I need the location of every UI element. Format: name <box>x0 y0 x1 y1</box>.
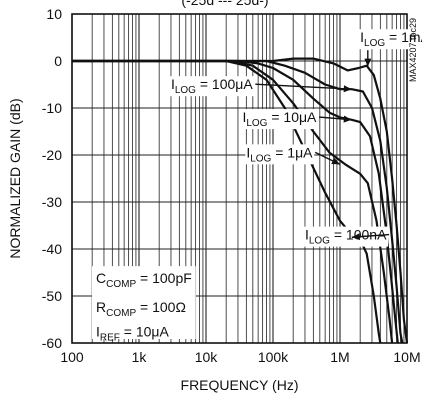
y-tick-label: -30 <box>42 194 62 210</box>
x-tick-label: 1k <box>132 349 148 365</box>
series-label: ILOG = 100μA <box>171 76 253 96</box>
series-label: ILOG = 1μA <box>246 144 313 164</box>
condition-line: CCOMP = 100pF <box>96 270 192 290</box>
y-tick-label: 10 <box>46 6 62 22</box>
label-background <box>359 29 422 50</box>
arrow-head <box>351 233 361 241</box>
x-tick-label: 100 <box>60 349 84 365</box>
x-tick-label: 10M <box>393 349 420 365</box>
label-background <box>241 109 319 130</box>
x-tick-label: 1M <box>330 349 349 365</box>
test-conditions: CCOMP = 100pF RCOMP = 100Ω IREF = 10μA <box>92 266 196 344</box>
arrow-head <box>364 58 372 67</box>
arrow-head <box>343 115 352 123</box>
series-label: ILOG = 1mA <box>360 29 422 49</box>
condition-line: RCOMP = 100Ω <box>96 299 186 319</box>
series-label: ILOG = 10μA <box>242 109 317 129</box>
series-line <box>72 57 409 344</box>
y-tick-label: -40 <box>42 241 62 257</box>
y-tick-label: -50 <box>42 288 62 304</box>
series-line <box>72 59 382 344</box>
arrow-head <box>343 85 352 93</box>
chart-title-fragment: (-25d --- 25d-) <box>181 0 268 8</box>
y-axis-label: NORMALIZED GAIN (dB) <box>7 98 23 258</box>
x-tick-label: 10k <box>195 349 219 365</box>
series-line <box>72 59 394 344</box>
x-tick-label: 100k <box>258 349 289 365</box>
y-tick-label: -60 <box>42 335 62 351</box>
annotations: ILOG = 1mA ILOG = 100μA ILOG = 10μA ILOG = … <box>169 29 422 247</box>
y-tick-label: 0 <box>54 53 62 69</box>
condition-line: IREF = 10μA <box>96 324 169 344</box>
conditions-background <box>92 266 196 339</box>
label-arrow <box>255 83 352 90</box>
y-tick-label: -20 <box>42 147 62 163</box>
y-tick-label: -10 <box>42 100 62 116</box>
series-line <box>72 59 404 344</box>
part-code-label: MAX4207 toc29 <box>408 18 418 82</box>
label-background <box>245 144 315 165</box>
label-background <box>303 226 389 247</box>
arrow-head <box>331 157 340 165</box>
label-background <box>169 76 255 97</box>
plot-frame <box>71 13 408 344</box>
x-axis-label: FREQUENCY (Hz) <box>181 377 299 393</box>
